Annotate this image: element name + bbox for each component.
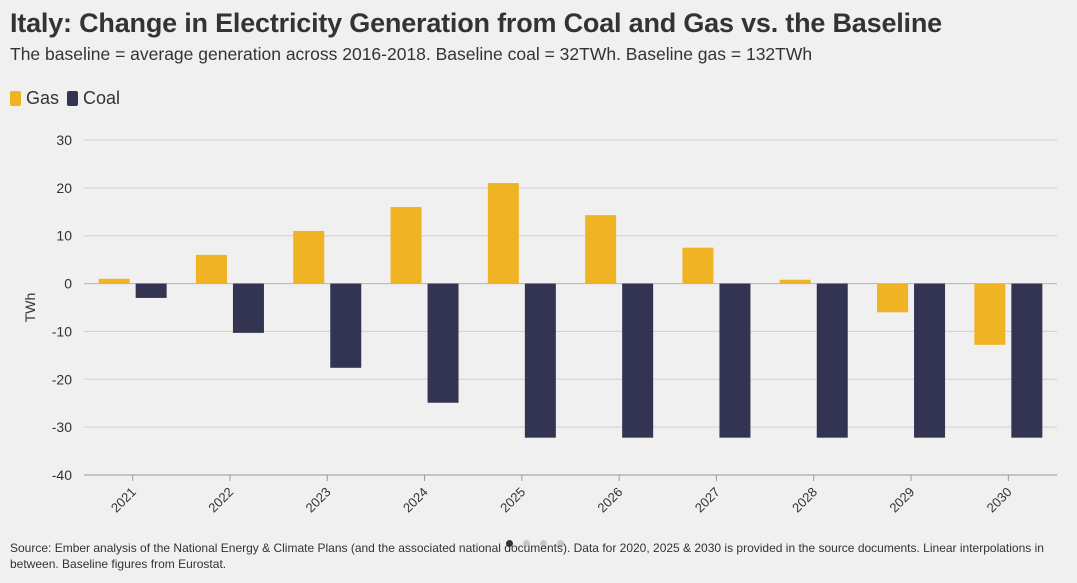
bar-gas-2026 bbox=[585, 215, 617, 284]
legend-swatch-coal bbox=[67, 91, 79, 106]
legend-item-gas[interactable]: Gas bbox=[10, 88, 59, 109]
legend-swatch-gas bbox=[10, 91, 21, 106]
y-tick-label: -10 bbox=[52, 323, 72, 339]
bar-gas-2027 bbox=[682, 247, 714, 284]
bar-coal-2022 bbox=[232, 283, 264, 333]
y-tick-label: 0 bbox=[64, 276, 72, 292]
page-dot-3[interactable] bbox=[540, 540, 547, 547]
legend: Gas Coal bbox=[10, 88, 128, 109]
source-note: Source: Ember analysis of the National E… bbox=[10, 541, 1044, 571]
page-dot-2[interactable] bbox=[523, 540, 530, 547]
bar-coal-2027 bbox=[719, 283, 751, 438]
y-tick-label: 20 bbox=[56, 180, 72, 196]
y-tick-label: -40 bbox=[52, 467, 72, 483]
bar-gas-2022 bbox=[195, 254, 227, 284]
legend-label-coal: Coal bbox=[83, 88, 121, 108]
bar-gas-2030 bbox=[974, 283, 1006, 345]
x-tick-label: 2025 bbox=[497, 484, 528, 515]
x-tick-label: 2023 bbox=[303, 484, 334, 515]
bar-coal-2021 bbox=[135, 283, 167, 298]
x-tick-label: 2024 bbox=[400, 484, 431, 515]
bar-coal-2023 bbox=[330, 283, 362, 368]
y-tick-label: -20 bbox=[52, 371, 72, 387]
x-tick-label: 2022 bbox=[205, 484, 236, 515]
legend-item-coal[interactable]: Coal bbox=[67, 88, 120, 109]
legend-label-gas: Gas bbox=[26, 88, 60, 108]
bar-coal-2025 bbox=[524, 283, 556, 438]
pagination-dots bbox=[506, 540, 564, 547]
bar-coal-2029 bbox=[914, 283, 946, 438]
bar-gas-2025 bbox=[487, 183, 519, 284]
bar-gas-2028 bbox=[779, 279, 811, 284]
bar-gas-2029 bbox=[877, 283, 909, 313]
bar-coal-2028 bbox=[816, 283, 848, 438]
y-tick-label: -30 bbox=[52, 419, 72, 435]
bar-gas-2021 bbox=[98, 278, 130, 284]
bar-coal-2026 bbox=[622, 283, 654, 438]
bar-coal-2024 bbox=[427, 283, 459, 403]
page-dot-4[interactable] bbox=[557, 540, 564, 547]
bar-chart: 30 20 10 0 -10 -20 -30 -40 TWh 2021 2022 2023 2024 20… bbox=[22, 132, 1057, 515]
y-tick-label: 30 bbox=[56, 132, 72, 148]
x-tick-label: 2030 bbox=[984, 484, 1015, 515]
y-axis-label: TWh bbox=[22, 293, 38, 323]
chart-subtitle: The baseline = average generation across… bbox=[10, 44, 813, 64]
x-tick-label: 2029 bbox=[886, 484, 917, 515]
x-tick-label: 2027 bbox=[692, 484, 723, 515]
page-dot-1[interactable] bbox=[506, 540, 513, 547]
x-tick-label: 2021 bbox=[108, 484, 139, 515]
x-tick-label: 2026 bbox=[594, 484, 625, 515]
bar-gas-2024 bbox=[390, 207, 422, 284]
x-tick-label: 2028 bbox=[789, 484, 820, 515]
y-tick-label: 10 bbox=[56, 228, 72, 244]
bar-coal-2030 bbox=[1011, 283, 1043, 438]
bar-gas-2023 bbox=[293, 230, 325, 284]
chart-title: Italy: Change in Electricity Generation … bbox=[10, 8, 942, 38]
